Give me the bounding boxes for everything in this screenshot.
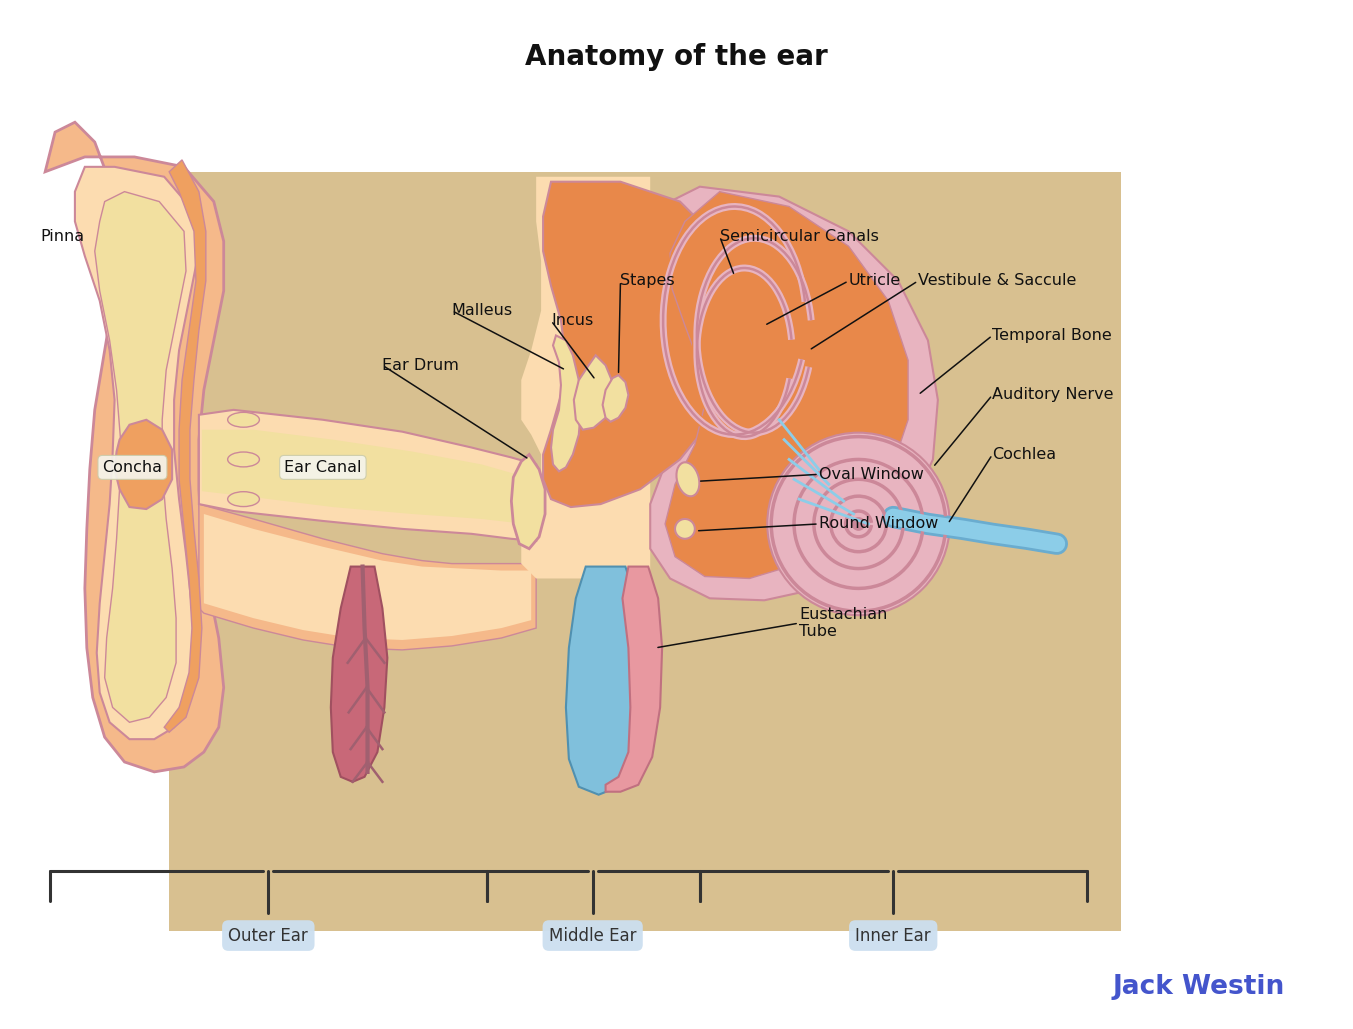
Text: Jack Westin: Jack Westin xyxy=(1112,974,1285,1000)
Text: Incus: Incus xyxy=(551,313,593,328)
Polygon shape xyxy=(199,410,536,541)
Ellipse shape xyxy=(227,413,260,427)
Polygon shape xyxy=(511,455,545,548)
Polygon shape xyxy=(164,159,206,733)
Circle shape xyxy=(851,517,866,531)
Polygon shape xyxy=(74,167,199,739)
Polygon shape xyxy=(666,191,908,578)
Polygon shape xyxy=(551,335,580,471)
Text: Temporal Bone: Temporal Bone xyxy=(992,328,1112,343)
Text: Ear Drum: Ear Drum xyxy=(383,358,459,372)
Text: Pinna: Pinna xyxy=(41,228,84,244)
Text: Semicircular Canals: Semicircular Canals xyxy=(720,228,878,244)
Text: Outer Ear: Outer Ear xyxy=(229,926,308,945)
Polygon shape xyxy=(199,504,536,650)
Text: Eustachian
Tube: Eustachian Tube xyxy=(800,607,888,639)
Polygon shape xyxy=(115,420,172,509)
Text: Cochlea: Cochlea xyxy=(992,447,1057,462)
Circle shape xyxy=(767,432,950,615)
Polygon shape xyxy=(602,376,628,422)
Text: Ear Canal: Ear Canal xyxy=(284,460,361,475)
Polygon shape xyxy=(45,122,223,772)
Polygon shape xyxy=(202,430,536,525)
Circle shape xyxy=(675,519,695,539)
Text: Anatomy of the ear: Anatomy of the ear xyxy=(525,43,828,71)
Text: Inner Ear: Inner Ear xyxy=(855,926,931,945)
Polygon shape xyxy=(521,177,651,578)
Polygon shape xyxy=(543,182,740,507)
Polygon shape xyxy=(606,567,662,791)
Polygon shape xyxy=(651,186,938,600)
Text: Round Window: Round Window xyxy=(819,517,938,531)
Text: Auditory Nerve: Auditory Nerve xyxy=(992,388,1114,402)
Ellipse shape xyxy=(227,492,260,506)
Text: Stapes: Stapes xyxy=(621,274,675,288)
FancyBboxPatch shape xyxy=(169,172,1122,930)
Polygon shape xyxy=(95,191,185,722)
Polygon shape xyxy=(574,355,613,430)
Text: Malleus: Malleus xyxy=(452,304,513,318)
Polygon shape xyxy=(204,514,532,640)
Polygon shape xyxy=(566,567,640,794)
Ellipse shape xyxy=(227,452,260,467)
Text: Oval Window: Oval Window xyxy=(819,467,924,482)
Ellipse shape xyxy=(676,462,700,496)
Text: Concha: Concha xyxy=(103,460,162,475)
Text: Vestibule & Saccule: Vestibule & Saccule xyxy=(919,274,1077,288)
Polygon shape xyxy=(331,567,387,782)
Text: Middle Ear: Middle Ear xyxy=(549,926,636,945)
Text: Utricle: Utricle xyxy=(848,274,901,288)
